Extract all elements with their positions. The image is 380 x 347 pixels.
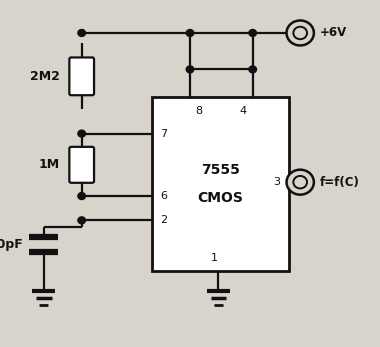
Circle shape — [78, 193, 86, 200]
Text: 1: 1 — [211, 253, 218, 263]
Text: 7555: 7555 — [201, 163, 240, 177]
Text: 2: 2 — [160, 215, 168, 225]
Circle shape — [78, 130, 86, 137]
Text: 1M: 1M — [38, 158, 60, 171]
Circle shape — [186, 66, 194, 73]
Text: +6V: +6V — [320, 26, 347, 40]
Circle shape — [249, 66, 256, 73]
Text: 2M2: 2M2 — [30, 70, 60, 83]
Text: CMOS: CMOS — [198, 191, 243, 205]
Circle shape — [287, 20, 314, 45]
Circle shape — [249, 29, 256, 36]
Circle shape — [293, 176, 307, 188]
Text: 4: 4 — [240, 106, 247, 116]
Text: C  10pF: C 10pF — [0, 238, 23, 251]
Circle shape — [293, 27, 307, 39]
FancyBboxPatch shape — [69, 147, 94, 183]
Text: f=f(C): f=f(C) — [320, 176, 360, 189]
Text: 7: 7 — [160, 129, 168, 138]
Circle shape — [186, 29, 194, 36]
Text: 3: 3 — [274, 177, 280, 187]
Circle shape — [287, 170, 314, 195]
Circle shape — [78, 29, 86, 36]
Text: 6: 6 — [160, 191, 167, 201]
Bar — [152, 97, 289, 271]
Text: 8: 8 — [196, 106, 203, 116]
FancyBboxPatch shape — [69, 58, 94, 95]
Circle shape — [78, 217, 86, 224]
